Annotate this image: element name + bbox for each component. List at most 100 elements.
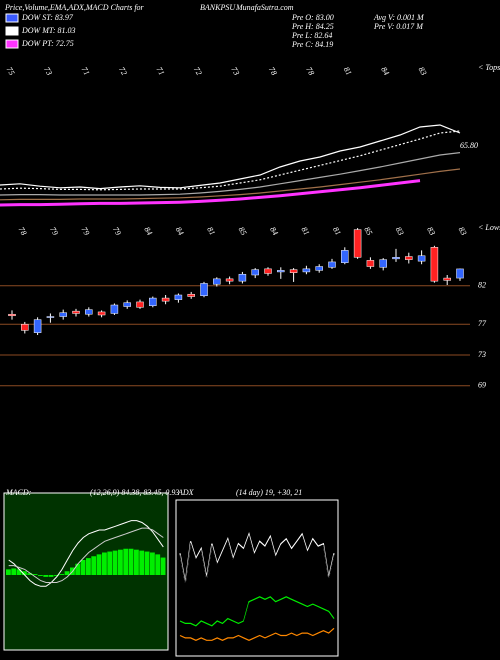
- period-label: 79: [80, 225, 92, 236]
- candle-body: [405, 256, 413, 260]
- legend-swatch: [5, 26, 19, 36]
- info-text: Avg V: 0.001 M: [373, 13, 425, 22]
- candle-body: [213, 278, 221, 285]
- legend-label: DOW PT: 72.75: [21, 39, 74, 48]
- macd-bar: [112, 550, 118, 575]
- candle-body: [123, 302, 131, 307]
- period-label: 81: [300, 225, 312, 236]
- period-label: 81: [205, 225, 217, 236]
- period-label: 84: [142, 225, 154, 236]
- candle-body: [161, 297, 170, 302]
- period-label: 83: [394, 225, 406, 236]
- candle-body: [136, 301, 144, 308]
- adx-title: ADX: [177, 488, 195, 497]
- macd-bar: [54, 575, 59, 576]
- candle-body: [8, 313, 16, 317]
- period-label: 84: [379, 65, 391, 76]
- candle-body: [379, 259, 387, 268]
- series-line: [179, 627, 335, 641]
- candle-body: [225, 278, 234, 282]
- macd-bar: [123, 548, 129, 575]
- legend-swatch: [5, 13, 19, 23]
- macd-title: MACD:: [5, 488, 32, 497]
- period-label: 71: [154, 65, 166, 76]
- macd-bar: [22, 571, 27, 575]
- period-label: 72: [192, 65, 204, 76]
- period-tag: < Tops: [478, 63, 500, 72]
- header-site: MunafaSutra.com: [235, 3, 294, 12]
- macd-bar: [64, 571, 70, 575]
- series-line: [0, 130, 461, 191]
- period-label: 79: [111, 225, 123, 236]
- candle-body: [251, 269, 259, 276]
- candle-body: [341, 250, 349, 263]
- macd-bar: [32, 574, 38, 575]
- period-label: 75: [5, 65, 17, 76]
- macd-bar: [59, 574, 65, 575]
- info-text: Pre C: 84.19: [291, 40, 333, 49]
- candle-body: [302, 268, 311, 273]
- candle-body: [289, 269, 298, 273]
- legend-swatch: [5, 39, 19, 49]
- candle-body: [456, 268, 464, 279]
- macd-bar: [6, 569, 11, 575]
- period-label: 72: [117, 65, 129, 76]
- macd-bar: [155, 554, 161, 575]
- period-label: 73: [42, 65, 54, 76]
- series-line-shade: [179, 629, 335, 643]
- candle-body: [33, 319, 42, 333]
- macd-line: [8, 520, 164, 587]
- macd-bar: [160, 557, 166, 575]
- period-label: 78: [304, 65, 316, 76]
- series-line-shade: [179, 534, 335, 584]
- price-tick-label: 77: [478, 319, 487, 328]
- legend-label: DOW MT: 81.03: [21, 26, 76, 35]
- candle-body: [315, 266, 323, 271]
- candle-body: [21, 323, 29, 331]
- period-label: 78: [267, 65, 279, 76]
- candle-body: [97, 311, 106, 316]
- period-label: 71: [80, 65, 92, 76]
- macd-bar: [107, 551, 113, 575]
- candle-body: [366, 260, 375, 267]
- macd-bar: [96, 554, 102, 575]
- period-label: 85: [237, 225, 249, 236]
- macd-bar: [16, 569, 22, 575]
- candle-body: [149, 297, 157, 307]
- macd-bar: [118, 549, 123, 575]
- header-title: Price,Volume,EMA,ADX,MACD Charts for: [4, 3, 145, 12]
- candle-body: [353, 229, 362, 258]
- price-tick-label: 82: [478, 281, 486, 290]
- period-label: 79: [48, 225, 60, 236]
- candle-body: [392, 257, 400, 260]
- series-line: [0, 179, 421, 207]
- macd-bar: [80, 560, 86, 575]
- period-tag: < Lows: [478, 223, 500, 232]
- info-text: Pre V: 0.017 M: [373, 22, 424, 31]
- candle-body: [430, 247, 439, 282]
- candle-body: [417, 255, 426, 262]
- candle-body: [238, 273, 247, 282]
- period-label: 81: [342, 65, 354, 76]
- macd-bar: [139, 550, 145, 575]
- candle-body: [46, 316, 55, 318]
- candle-body: [85, 309, 93, 315]
- info-text: Pre O: 83.00: [291, 13, 334, 22]
- macd-bar: [48, 575, 54, 577]
- period-label: 78: [17, 225, 29, 236]
- info-text: Pre H: 84.25: [291, 22, 334, 31]
- candle-body: [443, 277, 451, 281]
- macd-bar: [43, 575, 49, 577]
- price-tick-label: 69: [478, 381, 486, 390]
- candle-body: [328, 261, 336, 268]
- candle-body: [264, 268, 272, 274]
- macd-bar: [11, 568, 17, 575]
- macd-params: (12,26,9) 84.38, 83.45, 0.93: [90, 488, 179, 497]
- series-line: [0, 124, 461, 190]
- macd-bar: [91, 556, 97, 575]
- adx-params: (14 day) 19, +30, 21: [236, 488, 302, 497]
- candle-body: [277, 270, 285, 273]
- macd-bar: [27, 573, 33, 575]
- macd-bar: [144, 551, 150, 575]
